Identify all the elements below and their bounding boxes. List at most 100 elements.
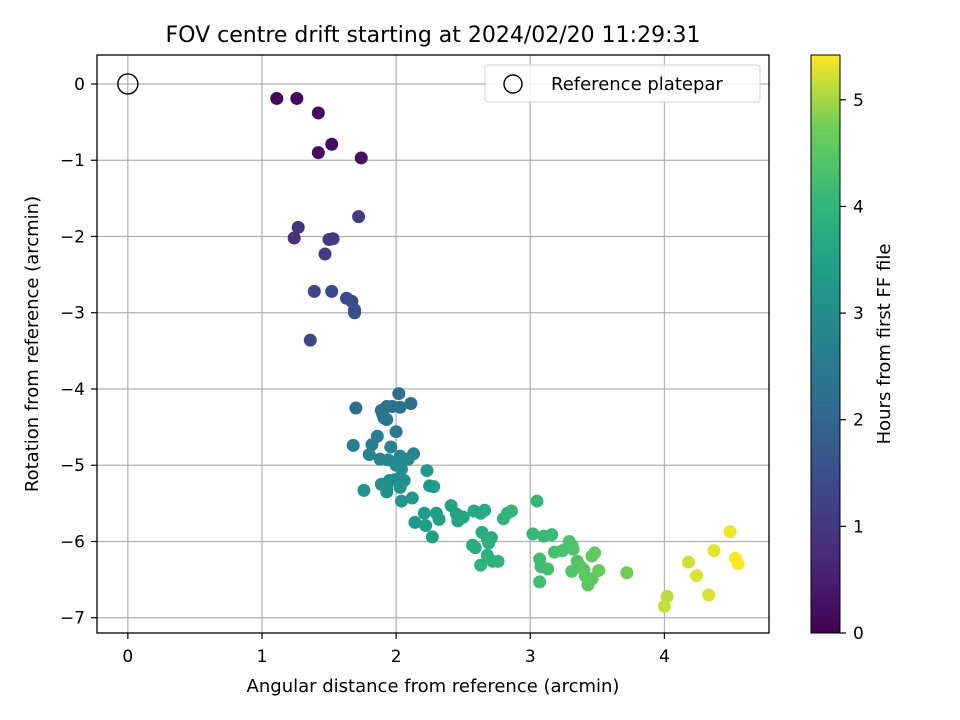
data-point xyxy=(417,506,431,520)
colorbar-gradient xyxy=(810,54,841,634)
data-point xyxy=(731,557,745,571)
legend: Reference platepar xyxy=(484,64,761,103)
data-point xyxy=(326,232,340,246)
x-tick-label: 3 xyxy=(525,647,536,667)
data-point xyxy=(419,518,433,532)
y-tick-label: 0 xyxy=(74,75,85,95)
data-point xyxy=(702,588,716,602)
data-point xyxy=(682,555,696,569)
colorbar-tick-label: 2 xyxy=(853,411,864,431)
data-point xyxy=(657,599,671,613)
data-point xyxy=(380,485,394,499)
y-tick-label: −4 xyxy=(60,380,85,400)
x-axis-ticks: 0 1 2 3 4 xyxy=(122,633,670,667)
y-tick-label: −1 xyxy=(60,151,85,171)
data-point xyxy=(394,462,408,476)
data-point xyxy=(707,544,721,558)
legend-marker-icon xyxy=(503,74,523,94)
data-point xyxy=(420,464,434,478)
y-tick-label: −2 xyxy=(60,227,85,247)
colorbar: 0 1 2 3 4 5 Hours from first FF file xyxy=(810,54,895,644)
data-point xyxy=(588,546,602,560)
data-point xyxy=(533,575,547,589)
y-tick-label: −5 xyxy=(60,456,85,476)
data-point xyxy=(405,491,419,505)
data-point xyxy=(566,542,580,556)
data-point xyxy=(348,306,362,320)
data-point xyxy=(404,396,418,410)
data-point xyxy=(349,401,363,415)
data-point xyxy=(474,558,488,572)
data-point xyxy=(660,589,674,603)
data-point xyxy=(723,525,737,539)
data-point xyxy=(478,503,492,517)
colorbar-label: Hours from first FF file xyxy=(874,244,895,445)
data-point xyxy=(303,333,317,347)
plot-frame xyxy=(96,54,770,634)
data-point xyxy=(290,91,304,105)
data-point xyxy=(425,530,439,544)
data-point xyxy=(504,504,518,518)
data-point xyxy=(380,412,394,426)
data-point xyxy=(389,425,403,439)
data-point xyxy=(592,563,606,577)
data-point xyxy=(545,528,559,542)
data-point xyxy=(291,220,305,234)
data-point xyxy=(311,106,325,120)
data-point xyxy=(325,137,339,151)
data-point xyxy=(427,480,441,494)
y-tick-label: −3 xyxy=(60,304,85,324)
colorbar-tick-label: 4 xyxy=(853,197,864,217)
reference-marker xyxy=(117,73,139,95)
x-tick-label: 4 xyxy=(659,647,670,667)
data-point xyxy=(311,146,325,160)
y-tick-label: −7 xyxy=(60,609,85,629)
data-point xyxy=(620,566,634,580)
data-point xyxy=(408,515,422,529)
x-tick-label: 1 xyxy=(257,647,268,667)
data-point xyxy=(432,512,446,526)
data-point xyxy=(352,210,366,224)
data-point xyxy=(307,284,321,298)
y-axis-ticks: 0 −1 −2 −3 −4 −5 −6 −7 xyxy=(60,75,97,629)
legend-entry-reference: Reference platepar xyxy=(551,74,723,95)
data-point xyxy=(530,494,544,508)
colorbar-tick-label: 1 xyxy=(853,517,864,537)
legend-box xyxy=(484,64,761,103)
data-point xyxy=(491,554,505,568)
data-point xyxy=(401,452,415,466)
data-point xyxy=(468,541,482,555)
colorbar-tick-label: 0 xyxy=(853,624,864,644)
data-point xyxy=(392,387,406,401)
data-point xyxy=(287,231,301,245)
data-point xyxy=(346,438,360,452)
data-point xyxy=(318,247,332,261)
data-point xyxy=(541,562,555,576)
data-points xyxy=(270,91,745,613)
data-point xyxy=(394,494,408,508)
data-point xyxy=(690,569,704,583)
y-tick-label: −6 xyxy=(60,532,85,552)
colorbar-tick-label: 3 xyxy=(853,304,864,324)
data-point xyxy=(357,483,371,497)
reference-point xyxy=(117,73,139,95)
y-axis-label: Rotation from reference (arcmin) xyxy=(22,196,43,492)
data-point xyxy=(393,400,407,414)
data-point xyxy=(393,480,407,494)
data-point xyxy=(384,440,398,454)
data-point xyxy=(325,284,339,298)
data-point xyxy=(362,448,376,462)
data-point xyxy=(526,527,540,541)
colorbar-tick-label: 5 xyxy=(853,91,864,111)
chart-title: FOV centre drift starting at 2024/02/20 … xyxy=(166,23,701,48)
x-axis-label: Angular distance from reference (arcmin) xyxy=(247,676,620,697)
data-point xyxy=(270,91,284,105)
data-point xyxy=(456,510,470,524)
x-tick-label: 0 xyxy=(122,647,133,667)
data-point xyxy=(482,536,496,550)
data-point xyxy=(365,438,379,452)
grid-lines xyxy=(97,55,769,633)
colorbar-ticks: 0 1 2 3 4 5 xyxy=(840,91,864,644)
data-point xyxy=(354,151,368,165)
